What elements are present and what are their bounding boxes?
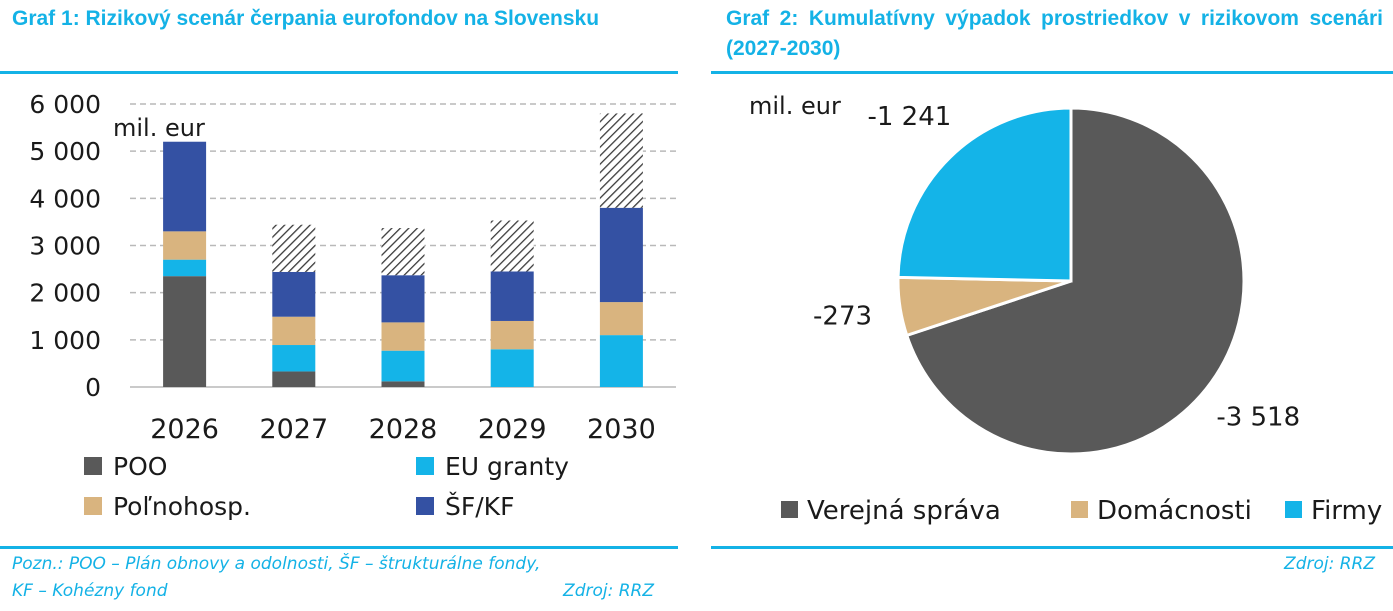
legend-label: ŠF/KF <box>445 491 514 521</box>
pie-slice-firmy <box>896 106 1073 283</box>
bar-segment-hatched <box>272 224 316 272</box>
bar-segment-eu-granty <box>381 350 425 382</box>
bar-segment--f-kf <box>599 207 643 303</box>
chart-panel-1: Graf 1: Rizikový scenár čerpania eurofon… <box>0 0 678 611</box>
y-tick-label: 2 000 <box>29 279 101 308</box>
bar-segment-poo <box>272 371 316 387</box>
y-tick-label: 6 000 <box>29 90 101 119</box>
bar-segment-hatched <box>599 113 643 208</box>
x-tick-label: 2028 <box>369 414 438 445</box>
pie-data-label: -3 518 <box>1216 402 1300 432</box>
bar-segment-eu-granty <box>599 335 643 387</box>
title-rule <box>711 71 1393 74</box>
x-tick-label: 2026 <box>150 414 219 445</box>
chart-1-title: Graf 1: Rizikový scenár čerpania eurofon… <box>12 7 600 30</box>
bar-segment--f-kf <box>490 271 534 321</box>
unit-label: mil. eur <box>113 114 205 142</box>
legend-swatch <box>1071 501 1088 518</box>
bar-segment-po-nohosp- <box>163 231 207 260</box>
pie-data-label: -1 241 <box>867 102 951 132</box>
bar-segment-po-nohosp- <box>381 322 425 351</box>
y-tick-label: 5 000 <box>29 137 101 166</box>
bar-segment-eu-granty <box>163 259 207 277</box>
bar-segment-eu-granty <box>490 349 534 387</box>
legend-label: Domácnosti <box>1097 496 1252 526</box>
source-note: Zdroj: RRZ <box>563 581 654 601</box>
bar-segment-eu-granty <box>272 345 316 372</box>
bar-segment--f-kf <box>381 275 425 323</box>
y-tick-label: 4 000 <box>29 184 101 213</box>
title-rule <box>0 71 678 74</box>
legend-label: Poľnohosp. <box>113 492 251 521</box>
legend-swatch <box>84 497 102 515</box>
legend-swatch <box>1285 501 1302 518</box>
footer-rule <box>711 546 1393 549</box>
bar-segment-po-nohosp- <box>490 320 534 350</box>
bar-segment--f-kf <box>272 271 316 317</box>
bar-segment-hatched <box>490 220 534 272</box>
legend-swatch <box>781 501 798 518</box>
legend-swatch <box>416 497 434 515</box>
x-tick-label: 2027 <box>259 414 328 445</box>
bar-segment-poo <box>163 276 207 387</box>
bar-segment-poo <box>381 381 425 387</box>
bar-segment-po-nohosp- <box>272 316 316 346</box>
x-tick-label: 2029 <box>478 414 547 445</box>
y-tick-label: 1 000 <box>29 326 101 355</box>
note-line-1: Pozn.: POO – Plán obnovy a odolnosti, ŠF… <box>12 554 541 574</box>
legend-label: POO <box>113 452 167 481</box>
chart-panel-2: Graf 2: Kumulatívny výpadok prostriedkov… <box>711 0 1393 611</box>
legend-label: Verejná správa <box>807 496 1001 526</box>
y-tick-label: 0 <box>85 373 101 402</box>
bar-chart: 0 1 000 2 000 3 000 4 000 5 000 6 000 2026 2027… <box>29 90 676 521</box>
pie-data-label: -273 <box>813 301 872 331</box>
pie-slice-verejn-spr-va <box>904 106 1246 456</box>
note-line-2: KF – Kohézny fond <box>12 581 168 601</box>
legend-swatch <box>416 457 434 475</box>
x-tick-label: 2030 <box>587 414 656 445</box>
legend-label: Firmy <box>1311 496 1382 526</box>
bar-segment--f-kf <box>163 141 207 232</box>
bar-segment-hatched <box>381 228 425 276</box>
legend-swatch <box>84 457 102 475</box>
footer-rule <box>0 546 678 549</box>
source-note: Zdroj: RRZ <box>1284 554 1375 574</box>
bar-segment-po-nohosp- <box>599 302 643 336</box>
y-tick-label: 3 000 <box>29 232 101 261</box>
unit-label: mil. eur <box>749 92 841 120</box>
chart-2-title: Graf 2: Kumulatívny výpadok prostriedkov… <box>726 7 1383 60</box>
legend-label: EU granty <box>445 452 569 481</box>
pie-chart: mil. eur -3 518 -273 -1 241 Verejná správa… <box>749 92 1382 526</box>
